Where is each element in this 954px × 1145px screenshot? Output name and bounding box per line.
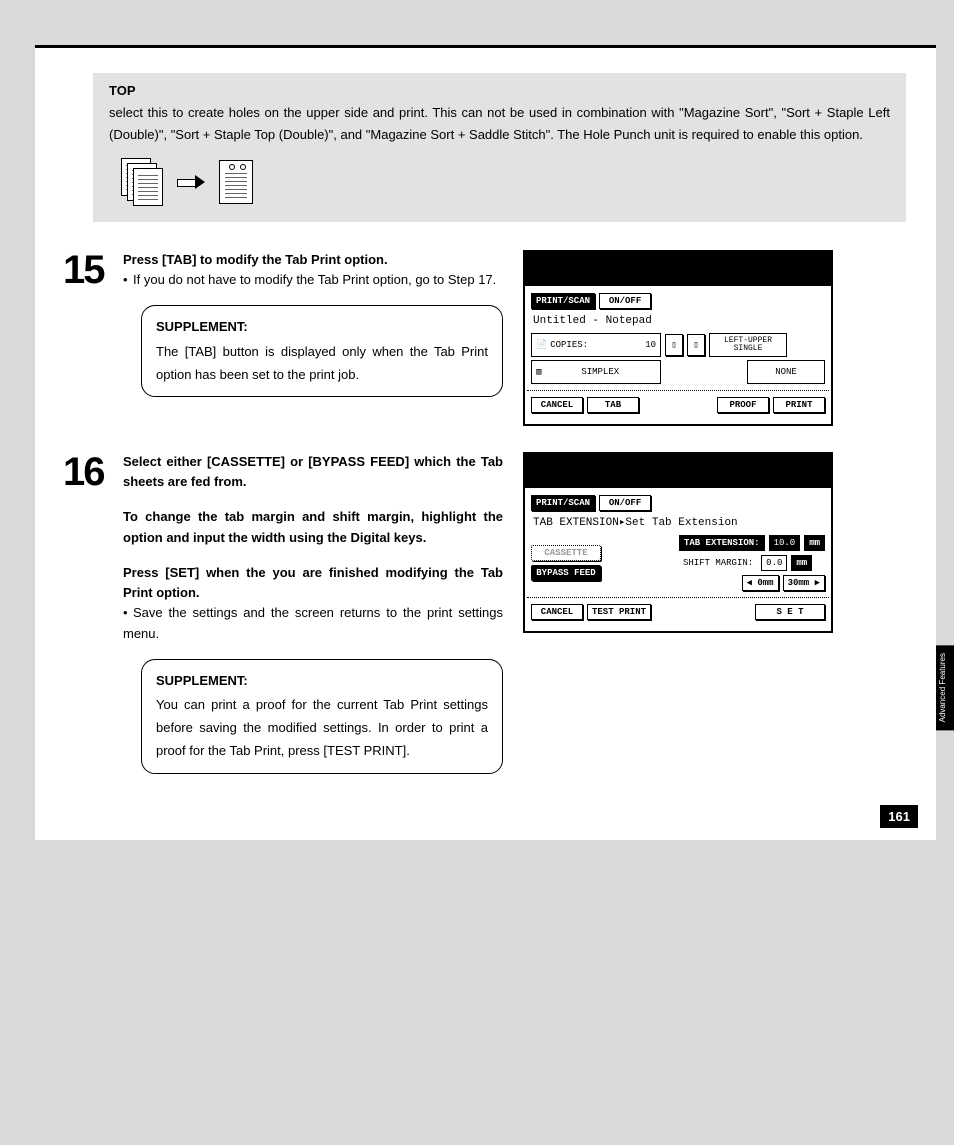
step-16-text: Select either [CASSETTE] or [BYPASS FEED… <box>123 452 523 773</box>
lcd-panel-1: PRINT/SCAN ON/OFF Untitled - Notepad 📄 C… <box>523 250 833 426</box>
cassette-button[interactable]: CASSETTE <box>531 545 601 561</box>
finish-text: LEFT-UPPER SINGLE <box>714 337 782 353</box>
doc-icon: 📄 <box>536 340 547 350</box>
supplement-title: SUPPLEMENT: <box>156 670 488 693</box>
step-16-instr-1: Select either [CASSETTE] or [BYPASS FEED… <box>123 452 503 492</box>
test-print-button[interactable]: TEST PRINT <box>587 604 651 620</box>
top-option-title: TOP <box>109 83 890 98</box>
step-15: 15 Press [TAB] to modify the Tab Print o… <box>63 250 906 426</box>
lcd-doc-title: Untitled - Notepad <box>533 315 825 327</box>
side-tab: Advanced Features <box>936 645 954 730</box>
lcd-breadcrumb: TAB EXTENSION▸Set Tab Extension <box>533 515 825 529</box>
step-16-sub: •Save the settings and the screen return… <box>123 603 503 645</box>
none-cell: NONE <box>747 360 825 384</box>
plex-text: SIMPLEX <box>581 367 619 377</box>
tab-extension-label: TAB EXTENSION: <box>679 535 765 551</box>
arrow-right-icon <box>177 175 205 189</box>
step-16-screen: PRINT/SCAN ON/OFF TAB EXTENSION▸Set Tab … <box>523 452 833 633</box>
step-number: 15 <box>63 250 123 290</box>
set-button[interactable]: S E T <box>755 604 825 620</box>
page-number: 161 <box>880 805 918 828</box>
step-16-sub-text: Save the settings and the screen returns… <box>123 605 503 641</box>
mm-label-1: mm <box>804 535 825 551</box>
lcd-blackbar <box>525 454 831 488</box>
shift-margin-label: SHIFT MARGIN: <box>679 555 757 571</box>
top-diagram <box>109 158 890 206</box>
copies-cell: 📄 COPIES: 10 <box>531 333 661 357</box>
supplement-body: The [TAB] button is displayed only when … <box>156 344 488 382</box>
plex-icon: ▥ <box>536 367 541 377</box>
finish-cell: LEFT-UPPER SINGLE <box>709 333 787 357</box>
copies-value: 10 <box>645 340 656 350</box>
print-scan-button[interactable]: PRINT/SCAN <box>531 293 595 309</box>
tab-button[interactable]: TAB <box>587 397 639 413</box>
copies-label: COPIES: <box>550 340 588 350</box>
step-16-instr-2: To change the tab margin and shift margi… <box>123 507 503 547</box>
step-15-supplement: SUPPLEMENT: The [TAB] button is displaye… <box>141 305 503 397</box>
plex-cell: ▥ SIMPLEX <box>531 360 661 384</box>
step-15-sub-text: If you do not have to modify the Tab Pri… <box>133 272 496 287</box>
on-off-button[interactable]: ON/OFF <box>599 495 651 511</box>
tab-extension-value: 10.0 <box>769 535 801 551</box>
step-number: 16 <box>63 452 123 492</box>
punched-page-icon <box>219 160 253 204</box>
top-option-body: select this to create holes on the upper… <box>109 102 890 146</box>
cancel-button[interactable]: CANCEL <box>531 604 583 620</box>
print-scan-button[interactable]: PRINT/SCAN <box>531 495 595 511</box>
step-15-sub: •If you do not have to modify the Tab Pr… <box>123 270 503 291</box>
lcd-blackbar <box>525 252 831 286</box>
print-button[interactable]: PRINT <box>773 397 825 413</box>
step-15-instruction: Press [TAB] to modify the Tab Print opti… <box>123 250 503 270</box>
supplement-body: You can print a proof for the current Ta… <box>156 697 488 758</box>
top-option-box: TOP select this to create holes on the u… <box>93 73 906 222</box>
step-15-screen: PRINT/SCAN ON/OFF Untitled - Notepad 📄 C… <box>523 250 833 426</box>
bypass-feed-button[interactable]: BYPASS FEED <box>531 565 601 581</box>
shift-margin-value: 0.0 <box>761 555 787 571</box>
step-16-instr-3: Press [SET] when the you are finished mo… <box>123 563 503 603</box>
mm-label-2: mm <box>791 555 812 571</box>
page: TOP select this to create holes on the u… <box>35 45 936 840</box>
supplement-title: SUPPLEMENT: <box>156 316 488 339</box>
step-16-supplement: SUPPLEMENT: You can print a proof for th… <box>141 659 503 774</box>
step-16: 16 Select either [CASSETTE] or [BYPASS F… <box>63 452 906 773</box>
lcd-divider <box>527 597 829 598</box>
page-back-icon[interactable]: ▯ <box>687 334 705 356</box>
proof-button[interactable]: PROOF <box>717 397 769 413</box>
step-15-text: Press [TAB] to modify the Tab Print opti… <box>123 250 523 397</box>
lcd-divider <box>527 390 829 391</box>
on-off-button[interactable]: ON/OFF <box>599 293 651 309</box>
paper-stack-icon <box>121 158 163 206</box>
range-min-button[interactable]: ◀ 0mm <box>742 575 779 591</box>
top-rule <box>35 45 936 48</box>
range-max-button[interactable]: 30mm ▶ <box>783 575 825 591</box>
cancel-button[interactable]: CANCEL <box>531 397 583 413</box>
lcd-panel-2: PRINT/SCAN ON/OFF TAB EXTENSION▸Set Tab … <box>523 452 833 633</box>
page-front-icon[interactable]: ▯ <box>665 334 683 356</box>
